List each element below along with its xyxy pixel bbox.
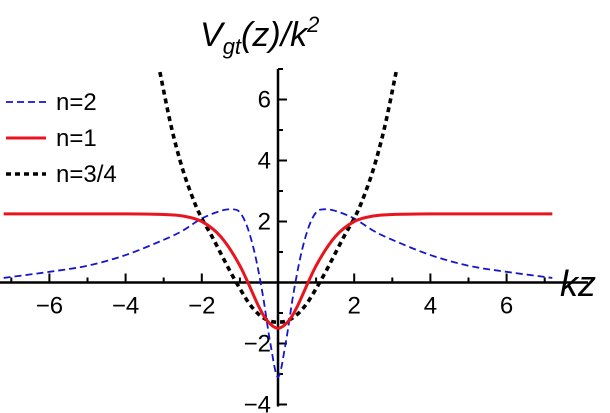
x-tick-label: 4 [424,293,437,320]
x-tick-label: 6 [500,293,513,320]
legend-label-3: n=3/4 [56,161,117,188]
y-axis-title: Vgt(z)/k2 [200,12,319,59]
y-tick-label: 2 [258,209,271,236]
legend-label-1: n=2 [56,89,97,116]
series-line-2 [3,212,553,330]
legend-label-2: n=1 [56,125,97,152]
y-tick-label: −4 [244,392,271,413]
y-tick-label: 6 [258,87,271,114]
legend: n=2 n=1 n=3/4 [6,89,117,188]
y-tick-label: −2 [244,331,271,358]
x-tick-label: −2 [188,293,215,320]
x-tick-label: −4 [112,293,139,320]
y-tick-label: 4 [258,148,271,175]
tick-labels: −6 −4 −2 2 4 6 −4 −2 2 4 6 [36,87,514,413]
series-layer [3,71,553,378]
x-tick-label: −6 [36,293,63,320]
x-tick-label: 2 [348,293,361,320]
y-axis-title-rest: (z)/k [241,16,309,54]
series-line-1 [3,208,553,378]
axes [0,68,588,407]
y-axis-title-sup: 2 [306,12,319,37]
y-axis-title-base: V [200,16,226,54]
y-axis-title-sub: gt [223,34,242,59]
